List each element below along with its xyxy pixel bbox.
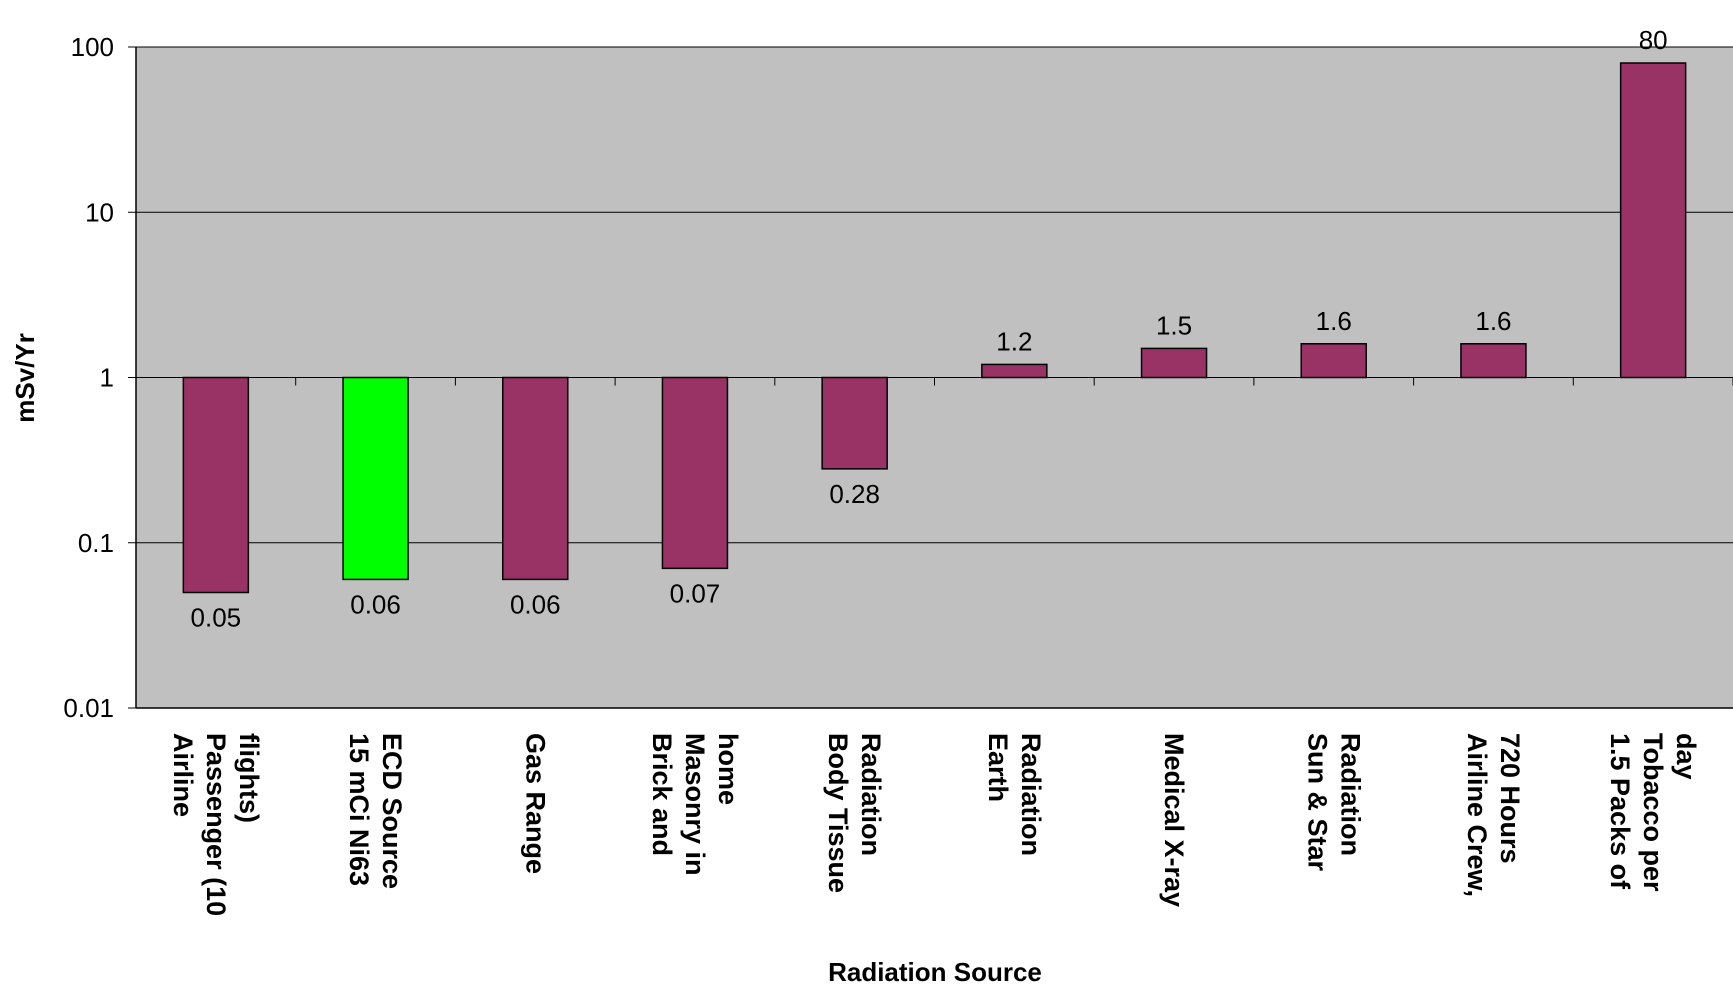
bar — [342, 376, 409, 581]
y-tick-label: 0.1 — [78, 528, 114, 558]
data-label: 0.28 — [829, 479, 880, 509]
data-label: 0.06 — [350, 589, 401, 619]
category-label: Gas Range — [520, 733, 550, 874]
bar — [1619, 62, 1687, 379]
data-label: 1.6 — [1316, 306, 1352, 336]
category-label-line: Radiation — [856, 733, 886, 856]
category-label-line: Radiation — [1335, 733, 1365, 856]
x-axis-title: Radiation Source — [828, 957, 1042, 987]
data-label: 1.2 — [996, 326, 1032, 356]
category-label: Earth Radiation — [983, 733, 1046, 856]
y-tick-label: 0.01 — [63, 693, 114, 723]
category-label-line: Airline — [168, 733, 198, 817]
data-label: 0.05 — [191, 602, 242, 632]
data-label: 1.6 — [1475, 306, 1511, 336]
category-label: 15 mCi Ni63 ECD Source — [344, 733, 407, 889]
category-label-line: ECD Source — [377, 733, 407, 889]
category-label-line: Passenger (10 — [201, 733, 231, 916]
data-label: 80 — [1639, 25, 1668, 55]
category-label: Sun & Star Radiation — [1302, 733, 1365, 872]
data-labels: 0.05 0.06 0.06 0.07 0.28 1.2 1.5 1.6 1.6 80 — [191, 25, 1668, 632]
category-label: Brick and Masonry in home — [647, 733, 743, 876]
category-label-line: 1.5 Packs of — [1605, 733, 1635, 890]
bar — [1460, 343, 1527, 379]
bar — [1300, 343, 1367, 379]
category-label-line: Gas Range — [520, 733, 550, 874]
bar — [981, 363, 1048, 379]
category-label-line: Radiation — [1016, 733, 1046, 856]
category-label-line: home — [713, 733, 743, 805]
y-tick-label: 10 — [85, 197, 114, 227]
bar — [502, 376, 569, 581]
data-label: 0.07 — [670, 578, 721, 608]
category-label-line: flights) — [234, 733, 264, 823]
category-label: Body Tissue Radiation — [823, 733, 886, 893]
category-label: 1.5 Packs of Tobacco per day — [1605, 733, 1701, 892]
category-label-line: 720 Hours — [1495, 733, 1525, 864]
category-label: Medical X-ray — [1159, 733, 1189, 907]
category-label-line: Tobacco per — [1638, 733, 1668, 892]
bar — [661, 376, 729, 570]
data-label: 0.06 — [510, 589, 561, 619]
category-label-line: Sun & Star — [1302, 733, 1332, 872]
category-label: Airline Crew, 720 Hours — [1462, 733, 1525, 897]
bar — [1140, 347, 1208, 379]
y-tick-label: 100 — [71, 32, 114, 62]
category-label-line: 15 mCi Ni63 — [344, 733, 374, 886]
category-label-line: Medical X-ray — [1159, 733, 1189, 907]
bar — [182, 376, 250, 594]
bars — [182, 62, 1687, 594]
y-tick-label: 1 — [100, 363, 114, 393]
y-axis-title: mSv/Yr — [10, 333, 40, 423]
bar — [821, 376, 888, 470]
data-label: 1.5 — [1156, 310, 1192, 340]
axes — [128, 46, 1733, 709]
category-label-line: Masonry in — [680, 733, 710, 876]
category-label-line: Brick and — [647, 733, 677, 856]
category-label-line: Earth — [983, 733, 1013, 802]
y-tick-labels: 0.01 0.1 1 10 100 — [63, 32, 114, 723]
category-label-line: Airline Crew, — [1462, 733, 1492, 897]
category-label-line: day — [1671, 733, 1701, 780]
category-label: Airline Passenger (10 flights) — [168, 733, 264, 916]
category-labels: Airline Passenger (10 flights) 15 mCi Ni63 E… — [168, 733, 1701, 916]
category-label-line: Body Tissue — [823, 733, 853, 893]
